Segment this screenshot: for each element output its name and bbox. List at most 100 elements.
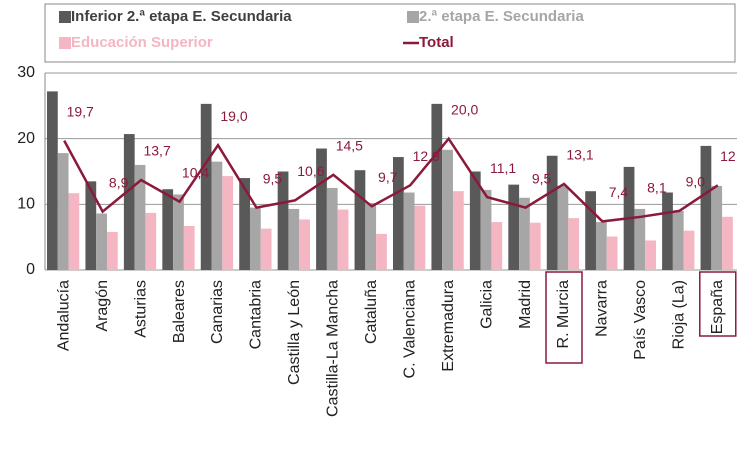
data-label: 10,6 (297, 163, 324, 179)
bar (606, 236, 618, 270)
bar (134, 164, 146, 270)
x-tick-label: Canarias (209, 280, 226, 344)
data-label: 7,4 (609, 184, 629, 200)
bar (508, 184, 520, 270)
bar (123, 134, 135, 270)
data-label: 14,5 (336, 137, 363, 153)
bar (414, 205, 426, 270)
x-tick-label: Extremadura (440, 280, 457, 372)
bar (316, 148, 327, 270)
bar (200, 103, 212, 270)
data-label: 20,0 (451, 101, 478, 117)
bar (403, 192, 415, 270)
data-label: 9,7 (378, 169, 398, 185)
legend-label: Educación Superior (71, 34, 213, 51)
legend-label: 2.ª etapa E. Secundaria (419, 8, 584, 25)
x-tick-label: Cataluña (363, 280, 380, 344)
bar (529, 222, 541, 270)
bar (106, 231, 118, 270)
bar (249, 207, 261, 270)
bar (700, 145, 712, 270)
data-label: 12,9 (413, 148, 440, 164)
legend-swatch (407, 11, 419, 23)
legend-label: Total (419, 34, 454, 51)
x-tick-label: Rioja (La) (671, 280, 688, 349)
y-tick-label: 0 (26, 261, 35, 278)
legend-label: Inferior 2.ª etapa E. Secundaria (71, 8, 292, 25)
bar (145, 212, 157, 270)
bar (480, 189, 492, 270)
bar (337, 209, 349, 270)
data-label: 11,1 (490, 160, 516, 176)
data-label: 8,9 (109, 174, 129, 190)
bar (68, 193, 80, 270)
data-label: 12,9 (720, 148, 737, 164)
bar (683, 230, 695, 270)
data-label: 19,7 (67, 103, 94, 119)
bar (211, 161, 223, 270)
x-tick-label: España (709, 280, 726, 334)
bar (47, 91, 58, 271)
bar (519, 197, 530, 270)
bar (431, 103, 443, 270)
bar (442, 149, 453, 270)
data-label: 9,5 (532, 170, 552, 186)
bar (557, 185, 569, 270)
line (63, 136, 719, 223)
bar (260, 228, 272, 270)
bar (711, 185, 723, 270)
y-tick-label: 20 (17, 130, 35, 147)
bar (722, 216, 733, 270)
bar (634, 208, 646, 270)
bar (595, 222, 607, 270)
legend-box (44, 3, 736, 63)
data-label: 8,1 (647, 180, 667, 196)
bar (162, 189, 174, 270)
x-tick-label: Asturias (132, 280, 149, 338)
x-tick-label: Aragón (94, 280, 111, 332)
bar (365, 203, 377, 270)
bar (546, 155, 558, 270)
bar (672, 210, 684, 270)
x-tick-label: Castilla-La Mancha (325, 280, 342, 417)
x-tick-label: Navarra (594, 280, 611, 337)
x-tick-label: R. Murcia (555, 280, 572, 349)
x-tick-label: Galicia (478, 280, 495, 329)
bar (568, 218, 580, 270)
highlight-box (699, 271, 737, 337)
x-tick-label: Madrid (517, 280, 534, 329)
bar (393, 157, 404, 270)
data-label: 13,1 (566, 147, 593, 163)
bar (326, 187, 338, 270)
highlight-box (545, 271, 583, 364)
x-tick-label: Andalucía (55, 280, 72, 351)
bar (354, 170, 366, 270)
data-label: 9,0 (686, 174, 706, 190)
x-tick-label: Cantabria (248, 280, 265, 349)
bar (277, 171, 289, 270)
bar (183, 226, 195, 270)
bar (85, 181, 97, 270)
x-tick-label: C. Valenciana (401, 280, 418, 379)
bar (645, 240, 656, 270)
bar (96, 213, 107, 270)
bar (239, 178, 250, 270)
bar (222, 176, 234, 270)
bar (376, 233, 387, 270)
x-tick-label: País Vasco (632, 280, 649, 360)
bar (491, 222, 503, 270)
legend-swatch (59, 11, 71, 23)
y-tick-label: 30 (17, 64, 35, 81)
bar (57, 153, 69, 270)
bar (585, 191, 596, 270)
legend-swatch (59, 37, 71, 49)
y-tick-label: 10 (17, 196, 35, 213)
bar (452, 191, 464, 270)
data-label: 13,7 (143, 143, 170, 159)
data-label: 9,5 (263, 170, 283, 186)
data-label: 19,0 (220, 108, 247, 124)
bar (662, 192, 673, 270)
data-label: 10,4 (182, 164, 209, 180)
bar (288, 208, 300, 270)
